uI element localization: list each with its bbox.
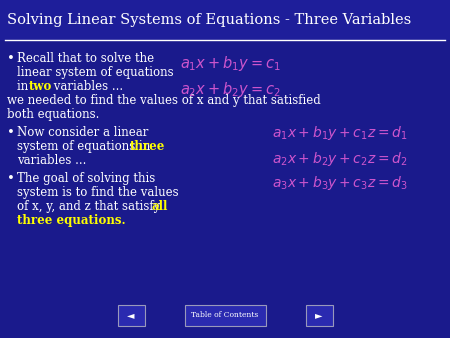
- Text: $a_3x + b_3y + c_3z = d_3$: $a_3x + b_3y + c_3z = d_3$: [272, 174, 408, 192]
- Text: three equations.: three equations.: [17, 214, 126, 227]
- Text: linear system of equations: linear system of equations: [17, 66, 174, 79]
- Text: variables ...: variables ...: [17, 154, 86, 167]
- FancyBboxPatch shape: [184, 305, 266, 325]
- Text: Table of Contents: Table of Contents: [191, 311, 259, 319]
- Text: $a_1x + b_1y + c_1z = d_1$: $a_1x + b_1y + c_1z = d_1$: [272, 124, 408, 142]
- Text: two: two: [29, 80, 52, 93]
- FancyBboxPatch shape: [0, 0, 450, 40]
- Text: $a_2x + b_2y + c_2z = d_2$: $a_2x + b_2y + c_2z = d_2$: [272, 150, 408, 168]
- Text: •: •: [7, 52, 15, 65]
- Text: $a_1x + b_1y = c_1$: $a_1x + b_1y = c_1$: [180, 54, 280, 73]
- Text: •: •: [7, 172, 15, 185]
- Text: $a_2x + b_2y = c_2$: $a_2x + b_2y = c_2$: [180, 80, 280, 99]
- Text: in: in: [17, 80, 32, 93]
- Text: variables ...: variables ...: [50, 80, 123, 93]
- FancyBboxPatch shape: [117, 305, 144, 325]
- Text: we needed to find the values of x and y that satisfied: we needed to find the values of x and y …: [7, 94, 321, 107]
- Text: system is to find the values: system is to find the values: [17, 186, 179, 199]
- Text: of x, y, and z that satisfy: of x, y, and z that satisfy: [17, 200, 164, 213]
- Text: Now consider a linear: Now consider a linear: [17, 126, 148, 139]
- Text: ►: ►: [315, 310, 323, 320]
- Text: The goal of solving this: The goal of solving this: [17, 172, 155, 185]
- Text: both equations.: both equations.: [7, 108, 99, 121]
- FancyBboxPatch shape: [306, 305, 333, 325]
- Text: •: •: [7, 126, 15, 139]
- Text: system of equations in: system of equations in: [17, 140, 154, 153]
- Text: all: all: [151, 200, 167, 213]
- Text: Solving Linear Systems of Equations - Three Variables: Solving Linear Systems of Equations - Th…: [7, 13, 411, 27]
- Text: Recall that to solve the: Recall that to solve the: [17, 52, 154, 65]
- Text: three: three: [130, 140, 166, 153]
- Text: ◄: ◄: [127, 310, 135, 320]
